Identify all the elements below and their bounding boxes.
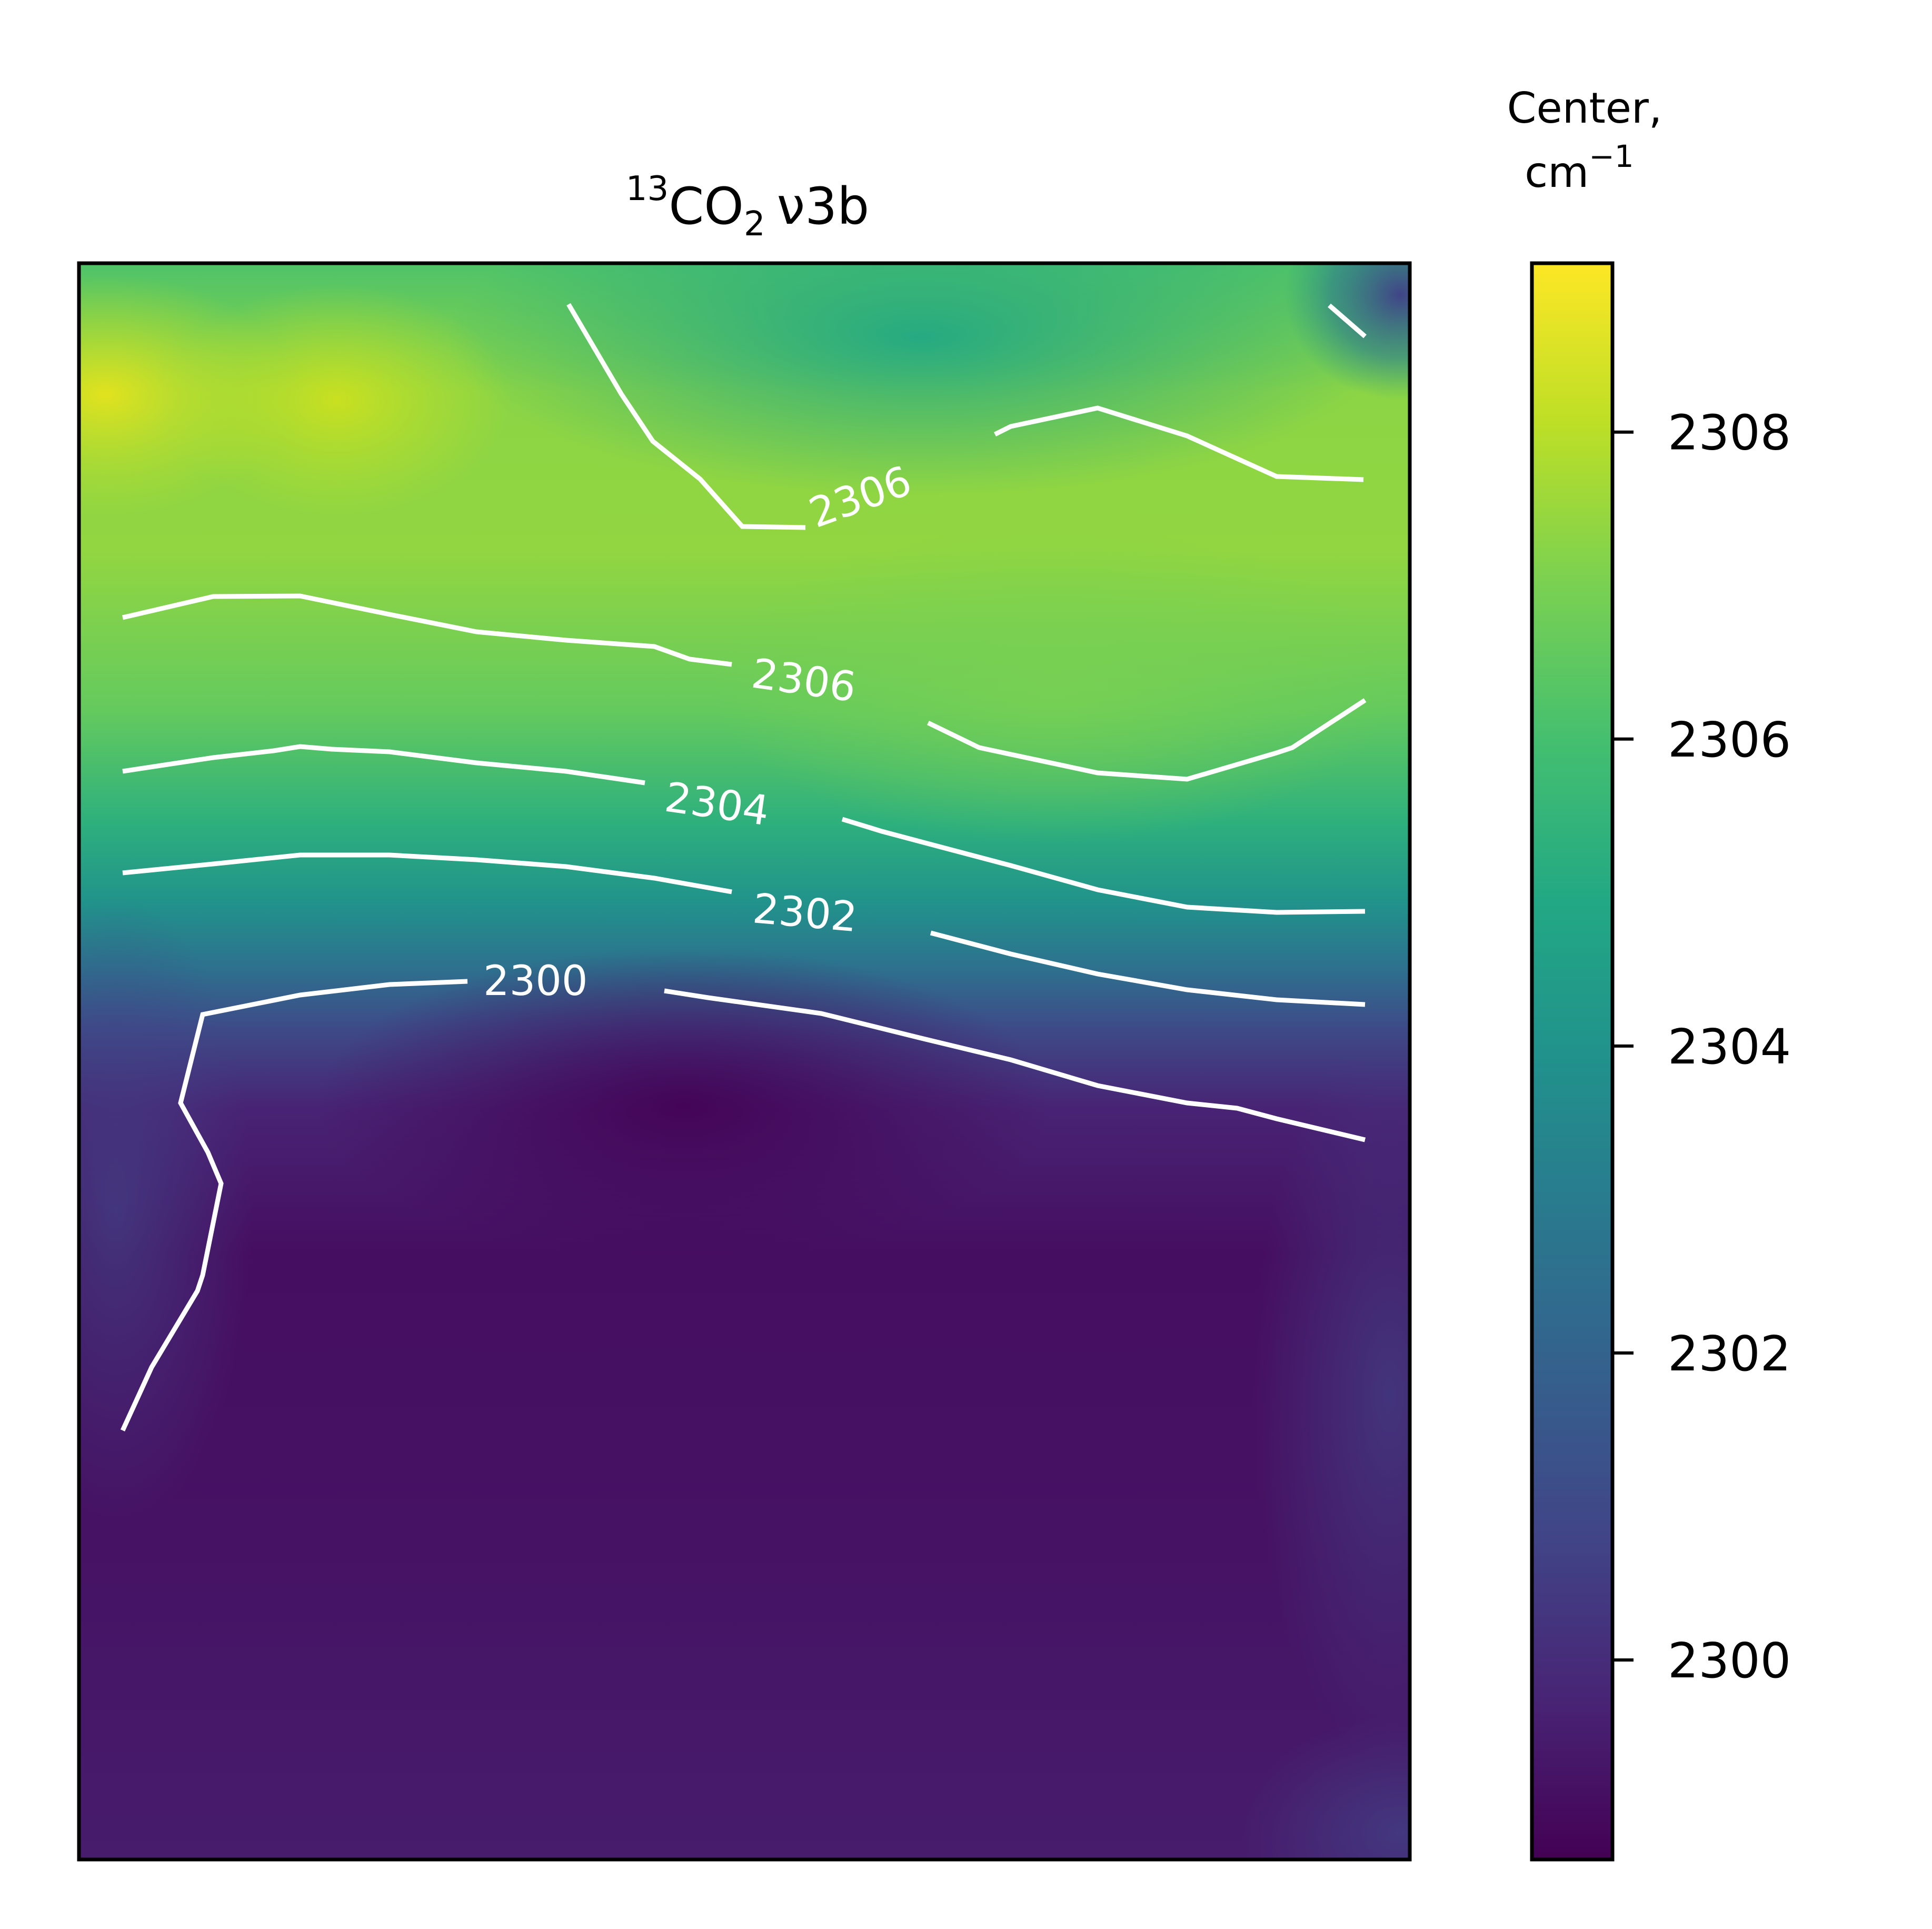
colorbar-tick-label: 2302 [1668,1326,1791,1382]
colorbar-tick-label: 2304 [1668,1019,1791,1075]
contour-2302-right [930,930,1366,1007]
colorbar: Center, cm−1 2300 2302 2304 2306 2308 [1507,84,1791,1862]
colorbar-unit-exponent: −1 [1589,138,1634,174]
title-molecule: CO [669,177,744,236]
title-isotope-superscript: 13 [626,170,669,208]
contour-label: 2302 [751,885,859,941]
field-hot-mid [163,284,511,516]
contour-2306-upper-right [993,405,1364,482]
title-subscript: 2 [744,205,765,244]
colorbar-label-line1: Center, [1507,84,1662,133]
chart-title: 13CO2 ν3b [626,170,869,244]
contour-2306-upper-left [566,303,806,530]
field-edge-corner [1242,1716,1410,1860]
colorbar-tick-label: 2306 [1668,712,1791,768]
contour-2302-left [122,852,732,894]
contour-label: 2300 [483,958,588,1005]
colorbar-bar [1530,261,1615,1862]
colorbar-tick-label: 2308 [1668,405,1791,461]
field-teal-top [447,263,1395,495]
colorbar-tick-label: 2300 [1668,1633,1791,1689]
colorbar-unit-base: cm [1525,148,1589,197]
plot-frame [77,261,1412,1862]
contour-2304-left [122,744,645,785]
contour-2306-lower-right [927,698,1367,782]
colorbar-label-line2: cm−1 [1525,138,1634,197]
contour-2306-lower-left [122,593,732,667]
field-corner-min [1284,263,1410,400]
contour-lines [120,303,1367,1431]
field-green-right [711,526,1395,842]
contour-2300-right [664,988,1366,1142]
heatmap-field [79,263,1410,1860]
contour-2300-left [120,979,468,1431]
field-edge-left [79,895,253,1527]
colorbar-ticks: 2300 2302 2304 2306 2308 [1612,405,1791,1689]
field-edge-right [1253,1027,1410,1764]
contour-2306-corner [1328,303,1367,339]
contour-2304-right [841,817,1366,915]
title-band: ν3b [777,177,870,236]
